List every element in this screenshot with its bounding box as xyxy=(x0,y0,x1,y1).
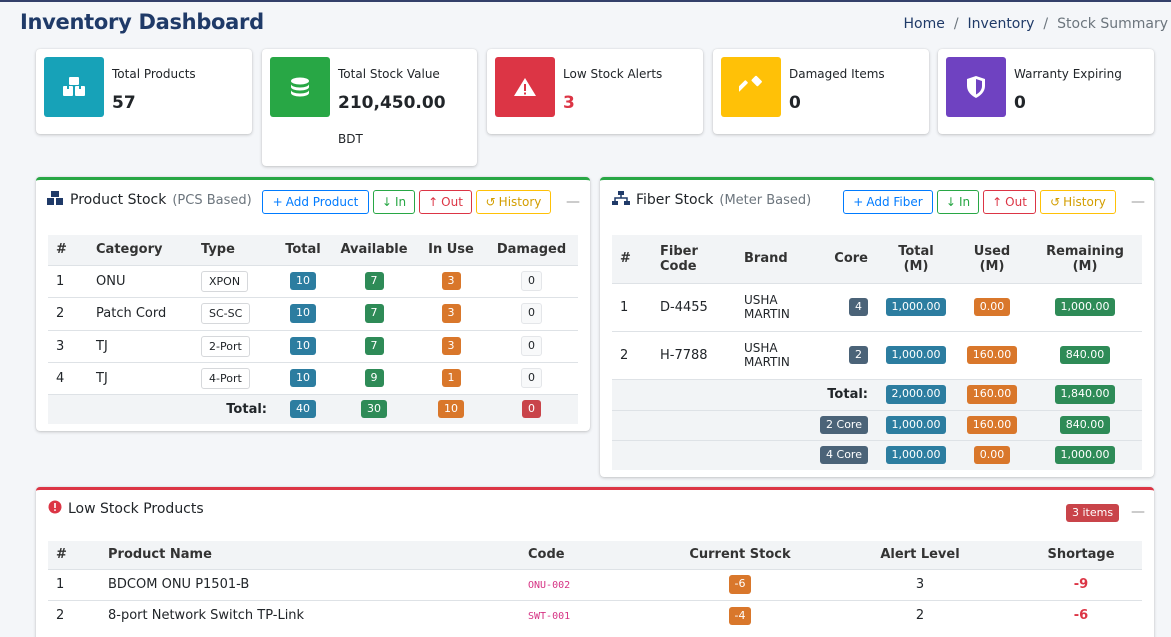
info-box-warranty: Warranty Expiring 0 xyxy=(938,49,1154,134)
boxes-icon xyxy=(44,57,104,117)
fiber-stock-table: # Fiber Code Brand Core Total (M) Used (… xyxy=(612,235,1142,470)
fiber-stock-card: Fiber Stock (Meter Based) + Add Fiber ↓ In… xyxy=(600,177,1154,477)
info-box-damaged: Damaged Items 0 xyxy=(713,49,929,134)
stock-out-button[interactable]: ↑ Out xyxy=(419,190,472,214)
info-box-label: Damaged Items xyxy=(789,67,885,81)
info-box-value: 3 xyxy=(563,93,575,113)
card-title: Low Stock Products xyxy=(48,500,204,518)
low-stock-card: Low Stock Products 3 items — # Product N… xyxy=(36,487,1154,637)
alert-circle-icon xyxy=(48,500,62,518)
plus-icon: + xyxy=(272,195,283,209)
breadcrumb-inventory-link[interactable]: Inventory xyxy=(967,16,1035,32)
type-tag: 2-Port xyxy=(201,335,250,357)
coins-icon xyxy=(270,57,330,117)
arrow-down-icon: ↓ xyxy=(381,195,392,209)
type-tag: XPON xyxy=(201,270,249,292)
history-icon: ↺ xyxy=(1050,195,1061,209)
stock-in-button[interactable]: ↓ In xyxy=(373,190,415,214)
boxes-icon xyxy=(46,190,64,210)
fiber-in-button[interactable]: ↓ In xyxy=(937,190,979,214)
count-badge: 3 items xyxy=(1066,504,1120,523)
info-box-value: 57 xyxy=(112,93,136,113)
collapse-minus-icon[interactable]: — xyxy=(1131,504,1145,520)
table-row: 2 8-port Network Switch TP-Link SWT-001 … xyxy=(48,600,1142,631)
arrow-up-icon: ↑ xyxy=(992,195,1003,209)
info-box-label: Total Stock Value xyxy=(338,67,440,81)
arrow-up-icon: ↑ xyxy=(428,195,439,209)
table-row: 1 BDCOM ONU P1501-B ONU-002 -6 3 -9 xyxy=(48,569,1142,600)
breadcrumb-current: Stock Summary xyxy=(1057,16,1168,32)
total-row: Total: 2,000.00 160.00 1,840.00 xyxy=(612,379,1142,410)
card-title: Product Stock (PCS Based) xyxy=(46,190,252,210)
add-fiber-button[interactable]: + Add Fiber xyxy=(843,190,933,214)
page-title: Inventory Dashboard xyxy=(20,10,264,34)
info-box-unit: BDT xyxy=(338,132,363,146)
total-row: Total: 40 30 10 0 xyxy=(48,394,578,424)
table-row: 4 TJ 4-Port 10 9 1 0 xyxy=(48,362,578,394)
info-box-label: Total Products xyxy=(112,67,196,81)
table-row: 2 Patch Cord SC-SC 10 7 3 0 xyxy=(48,297,578,330)
hammer-icon xyxy=(721,57,781,117)
table-row: 2 H-7788 USHA MARTIN 2 1,000.00 160.00 8… xyxy=(612,331,1142,379)
info-box-value: 0 xyxy=(1014,93,1026,113)
breadcrumb-home-link[interactable]: Home xyxy=(903,16,945,32)
card-title: Fiber Stock (Meter Based) xyxy=(612,190,811,210)
low-stock-table: # Product Name Code Current Stock Alert … xyxy=(48,541,1142,631)
network-icon xyxy=(612,190,630,210)
table-row: 1 D-4455 USHA MARTIN 4 1,000.00 0.00 1,0… xyxy=(612,283,1142,331)
info-box-total-products: Total Products 57 xyxy=(36,49,252,134)
warning-icon xyxy=(495,57,555,117)
info-box-low-stock: Low Stock Alerts 3 xyxy=(487,49,703,134)
type-tag: 4-Port xyxy=(201,367,250,389)
product-stock-card: Product Stock (PCS Based) + Add Product ↓… xyxy=(36,177,590,431)
info-box-value: 210,450.00 xyxy=(338,93,446,113)
add-product-button[interactable]: + Add Product xyxy=(262,190,369,214)
info-box-value: 0 xyxy=(789,93,801,113)
collapse-minus-icon[interactable]: — xyxy=(1131,194,1145,210)
history-icon: ↺ xyxy=(485,195,496,209)
product-stock-table: # Category Type Total Available In Use D… xyxy=(48,235,578,424)
fiber-history-button[interactable]: ↺ History xyxy=(1040,190,1116,214)
core-summary-row: 2 Core 1,000.00 160.00 840.00 xyxy=(612,410,1142,440)
table-row: 3 TJ 2-Port 10 7 3 0 xyxy=(48,330,578,362)
history-button[interactable]: ↺ History xyxy=(476,190,551,214)
collapse-minus-icon[interactable]: — xyxy=(566,194,580,210)
shield-icon xyxy=(946,57,1006,117)
table-row: 1 ONU XPON 10 7 3 0 xyxy=(48,265,578,297)
arrow-down-icon: ↓ xyxy=(945,195,956,209)
type-tag: SC-SC xyxy=(201,303,251,324)
info-box-label: Low Stock Alerts xyxy=(563,67,663,81)
plus-icon: + xyxy=(853,195,864,209)
fiber-out-button[interactable]: ↑ Out xyxy=(983,190,1036,214)
breadcrumb: Home / Inventory / Stock Summary xyxy=(903,16,1168,32)
info-box-label: Warranty Expiring xyxy=(1014,67,1122,81)
core-summary-row: 4 Core 1,000.00 0.00 1,000.00 xyxy=(612,440,1142,470)
info-box-stock-value: Total Stock Value 210,450.00 BDT xyxy=(262,49,477,166)
